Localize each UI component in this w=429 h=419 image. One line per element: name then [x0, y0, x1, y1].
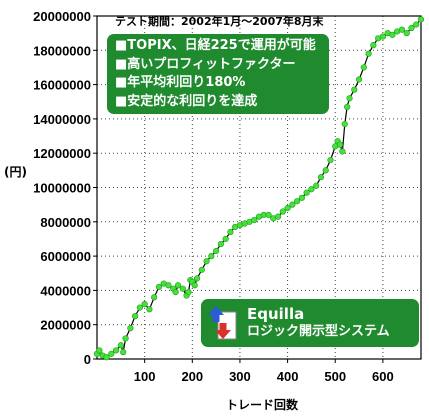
x-tick-label: 200 — [181, 369, 203, 384]
data-point — [413, 21, 420, 28]
y-tick-label: 12000000 — [33, 146, 91, 161]
updown-arrows-icon — [207, 305, 239, 341]
x-tick-label: 600 — [372, 369, 394, 384]
data-point — [308, 186, 315, 193]
data-point — [193, 275, 201, 282]
feature-item: ■年平均利回り180% — [115, 75, 246, 90]
data-point — [379, 33, 386, 40]
y-tick-label: 6000000 — [40, 249, 91, 264]
data-point — [217, 240, 224, 248]
equilla-badge: Equilla ロジック開示型システム — [201, 299, 419, 347]
feature-item: ■高いプロフィットファクター — [115, 56, 296, 72]
data-point — [251, 216, 258, 224]
data-point — [322, 167, 329, 174]
data-point — [346, 95, 353, 102]
data-point — [227, 228, 234, 236]
test-period-label: テスト期間：2002年1月～2007年8月末 — [115, 14, 325, 28]
badge-text: Equilla ロジック開示型システム — [247, 306, 390, 340]
badge-name: Equilla — [247, 305, 305, 323]
data-point — [265, 211, 272, 219]
data-point — [317, 174, 325, 181]
y-tick-labels: 0 2000000 4000000 6000000 8000000 10000000 120… — [33, 9, 91, 367]
data-point — [341, 120, 348, 128]
x-tick-label: 500 — [324, 369, 346, 384]
data-point — [136, 304, 143, 311]
y-tick-label: 20000000 — [33, 9, 91, 24]
data-point — [117, 342, 124, 349]
data-point — [313, 182, 320, 189]
y-tick-label: 16000000 — [33, 78, 91, 93]
feature-list-box: ■TOPIX、日経225で運用が可能 ■高いプロフィットファクター ■年平均利回… — [107, 34, 329, 114]
y-tick-label: 8000000 — [40, 215, 91, 230]
y-tick-label: 0 — [84, 352, 91, 367]
y-tick-label: 18000000 — [33, 43, 91, 58]
data-point — [344, 103, 351, 110]
data-point — [339, 148, 346, 155]
data-point — [172, 289, 179, 296]
data-point — [191, 282, 198, 289]
data-point — [389, 31, 396, 38]
data-point — [351, 86, 358, 93]
data-point — [355, 76, 363, 83]
y-tick-label: 4000000 — [40, 283, 91, 298]
data-point — [370, 42, 377, 49]
data-point — [360, 64, 367, 71]
data-point — [141, 301, 148, 308]
data-point — [103, 354, 110, 361]
feature-item: ■安定的な利回りを達成 — [115, 93, 258, 109]
data-point — [289, 201, 296, 208]
data-point — [96, 347, 103, 354]
x-axis-label: トレード回数 — [226, 397, 299, 412]
data-point — [108, 350, 115, 357]
data-point — [274, 213, 282, 220]
data-point — [398, 26, 406, 33]
y-tick-label: 2000000 — [40, 318, 91, 333]
data-point — [327, 156, 334, 164]
data-point — [208, 253, 215, 260]
data-point — [122, 335, 129, 342]
data-point — [165, 282, 172, 289]
plot-frame — [96, 15, 422, 360]
data-point — [222, 235, 229, 243]
trade-markers — [93, 16, 425, 361]
data-point — [336, 141, 344, 148]
x-tick-label: 100 — [134, 369, 156, 384]
data-point — [298, 194, 305, 201]
y-tick-label: 14000000 — [33, 112, 91, 127]
axes — [93, 15, 422, 363]
data-point — [408, 24, 415, 32]
x-tick-label: 400 — [277, 369, 299, 384]
data-point — [112, 347, 120, 354]
x-tick-labels: 100 200 300 400 500 600 — [134, 369, 394, 384]
data-point — [284, 204, 291, 212]
badge-subtitle: ロジック開示型システム — [247, 324, 390, 339]
feature-item: ■TOPIX、日経225で運用が可能 — [115, 38, 316, 53]
data-point — [120, 349, 127, 356]
data-point — [185, 289, 192, 296]
x-tick-label: 300 — [229, 369, 251, 384]
data-point — [179, 285, 186, 292]
data-point — [198, 266, 205, 273]
data-point — [403, 30, 410, 37]
data-point — [213, 247, 220, 255]
y-axis-label: (円) — [4, 165, 27, 179]
data-point — [151, 294, 158, 301]
data-point — [279, 208, 286, 215]
data-point — [365, 50, 372, 57]
data-point — [174, 282, 182, 289]
data-point — [132, 313, 139, 320]
data-point — [417, 16, 425, 23]
y-tick-label: 10000000 — [33, 181, 91, 196]
data-point — [127, 325, 134, 332]
data-point — [155, 283, 163, 291]
data-point — [303, 189, 310, 196]
data-point — [146, 306, 153, 313]
data-point — [294, 198, 301, 205]
data-point — [203, 258, 210, 265]
